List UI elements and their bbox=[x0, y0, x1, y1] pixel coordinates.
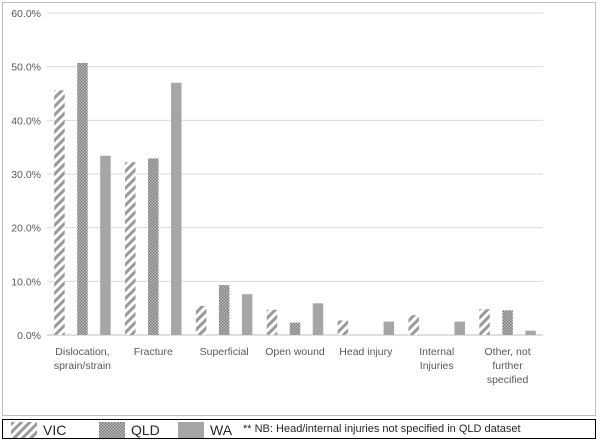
bar-chart: 0.0% 10.0% 20.0% 30.0% 40.0% 50.0% 60.0% Disloc… bbox=[11, 8, 543, 386]
x-category-label: Internal Injuries bbox=[419, 346, 454, 372]
y-tick-label: 10.0% bbox=[11, 276, 41, 288]
legend-item-vic: VIC bbox=[11, 421, 66, 438]
legend-label-vic: VIC bbox=[43, 421, 67, 438]
bar-vic bbox=[408, 315, 419, 335]
bar-qld bbox=[502, 310, 513, 335]
chart-area: 0.0% 10.0% 20.0% 30.0% 40.0% 50.0% 60.0% Disloc… bbox=[2, 2, 596, 416]
y-tick-label: 50.0% bbox=[11, 62, 41, 74]
x-category-label: Fracture bbox=[134, 346, 173, 358]
bar-vic bbox=[54, 90, 65, 335]
bar-wa bbox=[171, 82, 182, 336]
x-category-label: Dislocation, sprain/strain bbox=[54, 346, 111, 372]
legend-item-wa: WA bbox=[178, 421, 232, 438]
legend-label-qld: QLD bbox=[131, 421, 160, 438]
legend-item-qld: QLD bbox=[99, 421, 160, 438]
bar-vic bbox=[266, 309, 278, 335]
bar-wa bbox=[383, 321, 395, 335]
legend-label-wa: WA bbox=[210, 421, 233, 438]
bar-qld bbox=[77, 62, 88, 335]
legend-swatch-vic bbox=[11, 421, 37, 438]
bar-vic bbox=[195, 306, 207, 335]
y-tick-label: 30.0% bbox=[11, 169, 41, 181]
bar-wa bbox=[241, 294, 253, 335]
bar-qld bbox=[289, 322, 301, 335]
bar-qld bbox=[218, 285, 230, 335]
x-category-label: Superficial bbox=[200, 346, 249, 358]
bar-wa bbox=[525, 330, 536, 335]
legend-note: ** NB: Head/internal injuries not specif… bbox=[243, 423, 521, 435]
y-tick-label: 60.0% bbox=[11, 8, 41, 20]
bar-wa bbox=[312, 303, 324, 335]
x-category-label: Head injury bbox=[339, 346, 393, 358]
legend-swatch-wa bbox=[178, 421, 204, 438]
y-tick-label: 0.0% bbox=[17, 330, 41, 342]
legend-swatch-qld bbox=[99, 421, 125, 438]
bar-wa bbox=[454, 321, 465, 335]
x-category-label: Other, not further specified bbox=[485, 346, 531, 386]
x-category-label: Open wound bbox=[265, 346, 325, 358]
bar-wa bbox=[100, 155, 111, 335]
bar-vic bbox=[337, 320, 349, 335]
y-tick-label: 40.0% bbox=[11, 115, 41, 127]
y-tick-label: 20.0% bbox=[11, 223, 41, 235]
bar-vic bbox=[479, 309, 490, 335]
bar-qld bbox=[148, 158, 159, 335]
legend: VIC QLD WA ** NB: Head/internal injuries… bbox=[2, 419, 596, 439]
bar-vic bbox=[125, 162, 136, 335]
